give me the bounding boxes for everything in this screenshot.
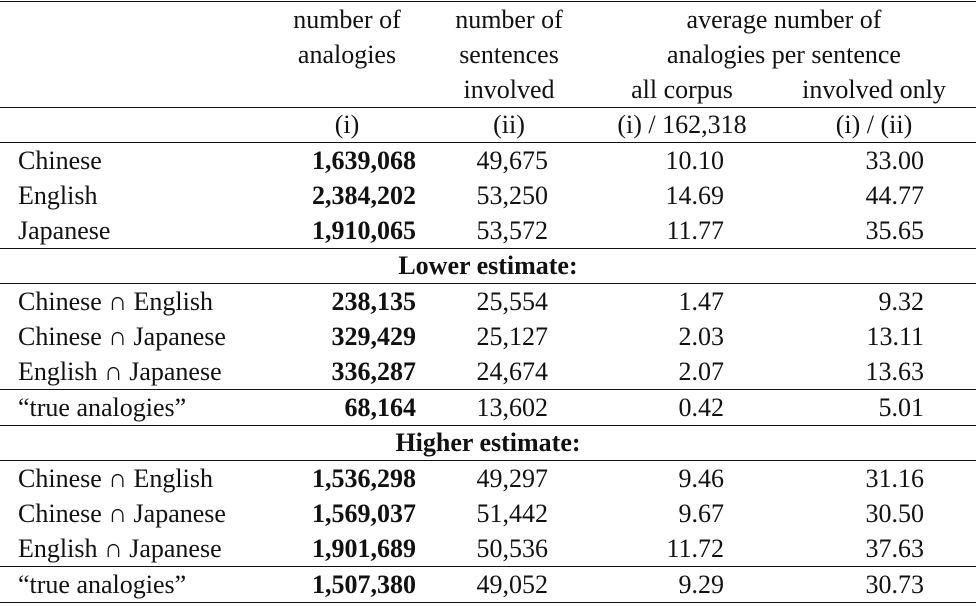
sentences-value: 25,127 xyxy=(476,321,549,351)
sentences-value: 53,250 xyxy=(476,180,549,210)
involved-only-value: 13.63 xyxy=(865,356,925,386)
sentences-value: 25,554 xyxy=(426,283,592,319)
row-label: Chinese ∩ English xyxy=(0,283,278,319)
all-corpus-value: 9.29 xyxy=(592,566,772,603)
section-header-lower: Lower estimate: xyxy=(0,248,976,284)
table-row: Japanese 1,910,065 53,572 11.77 35.65 xyxy=(0,213,976,249)
lower-estimate-title: Lower estimate: xyxy=(0,248,976,284)
analogies-value: 1,507,380 xyxy=(278,566,426,603)
involved-only-value: 31.16 xyxy=(772,460,976,496)
sentences-value: 53,572 xyxy=(476,215,549,245)
header-analogies-line2: analogies xyxy=(297,40,397,69)
section-header-higher: Higher estimate: xyxy=(0,425,976,461)
header-analogies-line1: number of xyxy=(278,1,426,37)
header-involved-only: involved only xyxy=(802,75,946,104)
analogies-value: 2,384,202 xyxy=(312,180,416,210)
header-sentences-line3: involved xyxy=(463,75,555,104)
involved-only-value: 5.01 xyxy=(772,389,976,426)
header-row-2: analogies sentences analogies per senten… xyxy=(0,37,976,72)
involved-only-value: 37.63 xyxy=(865,533,925,563)
header-row-1: number of number of average number of xyxy=(0,1,976,37)
table-row-true-analogies: “true analogies” 68,164 13,602 0.42 5.01 xyxy=(0,389,976,426)
sentences-value: 24,674 xyxy=(476,356,549,386)
row-label: Chinese ∩ English xyxy=(0,460,278,496)
involved-only-value: 30.73 xyxy=(772,566,976,603)
analogies-value: 1,910,065 xyxy=(312,215,416,245)
sentences-value: 50,536 xyxy=(476,533,549,563)
all-corpus-value: 9.46 xyxy=(592,460,772,496)
header-sentences-line2: sentences xyxy=(459,40,559,69)
involved-only-value: 44.77 xyxy=(865,180,925,210)
analogies-value: 1,901,689 xyxy=(312,533,416,563)
table-row: English ∩ Japanese 336,287 24,674 2.07 1… xyxy=(0,354,976,390)
formula-all-corpus: (i) / 162,318 xyxy=(592,107,772,143)
row-label: Chinese xyxy=(0,142,278,178)
all-corpus-value: 10.10 xyxy=(592,142,772,178)
analogies-value: 1,569,037 xyxy=(312,498,416,528)
formula-involved: (i) / (ii) xyxy=(772,107,976,143)
analogies-value: 1,536,298 xyxy=(278,460,426,496)
all-corpus-value: 0.42 xyxy=(592,389,772,426)
sentences-value: 13,602 xyxy=(426,389,592,426)
row-label: “true analogies” xyxy=(0,566,278,603)
all-corpus-value: 9.67 xyxy=(678,498,725,528)
row-label: English xyxy=(18,180,98,210)
analogies-value: 336,287 xyxy=(331,356,417,386)
row-label: English ∩ Japanese xyxy=(18,356,222,386)
header-row-3: involved all corpus involved only xyxy=(0,72,976,108)
all-corpus-value: 11.72 xyxy=(666,533,724,563)
involved-only-value: 9.32 xyxy=(772,283,976,319)
involved-only-value: 33.00 xyxy=(772,142,976,178)
sentences-value: 49,675 xyxy=(426,142,592,178)
header-empty xyxy=(0,1,278,37)
row-label: Japanese xyxy=(18,215,111,245)
all-corpus-value: 2.07 xyxy=(678,356,725,386)
analogies-value: 1,639,068 xyxy=(278,142,426,178)
table-row: English 2,384,202 53,250 14.69 44.77 xyxy=(0,178,976,213)
header-sentences-line1: number of xyxy=(426,1,592,37)
analogies-value: 238,135 xyxy=(278,283,426,319)
all-corpus-value: 14.69 xyxy=(665,180,725,210)
sentences-value: 51,442 xyxy=(476,498,549,528)
formula-row: (i) (ii) (i) / 162,318 (i) / (ii) xyxy=(0,107,976,143)
formula-ii: (ii) xyxy=(426,107,592,143)
header-average-line2: analogies per sentence xyxy=(667,40,901,69)
table-row: Chinese ∩ Japanese 1,569,037 51,442 9.67… xyxy=(0,496,976,531)
table-row: Chinese ∩ English 1,536,298 49,297 9.46 … xyxy=(0,460,976,496)
table-row-true-analogies: “true analogies” 1,507,380 49,052 9.29 3… xyxy=(0,566,976,603)
row-label: Chinese ∩ Japanese xyxy=(18,321,226,351)
all-corpus-value: 11.77 xyxy=(666,215,724,245)
analogies-value: 68,164 xyxy=(278,389,426,426)
higher-estimate-title: Higher estimate: xyxy=(0,425,976,461)
header-average-line1: average number of xyxy=(592,1,976,37)
involved-only-value: 30.50 xyxy=(865,498,925,528)
involved-only-value: 13.11 xyxy=(866,321,924,351)
involved-only-value: 35.65 xyxy=(865,215,925,245)
sentences-value: 49,297 xyxy=(426,460,592,496)
table-row: Chinese 1,639,068 49,675 10.10 33.00 xyxy=(0,142,976,178)
table-row: Chinese ∩ Japanese 329,429 25,127 2.03 1… xyxy=(0,319,976,354)
all-corpus-value: 1.47 xyxy=(592,283,772,319)
table-row: English ∩ Japanese 1,901,689 50,536 11.7… xyxy=(0,531,976,567)
all-corpus-value: 2.03 xyxy=(678,321,725,351)
formula-i: (i) xyxy=(278,107,426,143)
sentences-value: 49,052 xyxy=(426,566,592,603)
row-label: English ∩ Japanese xyxy=(18,533,222,563)
analogies-value: 329,429 xyxy=(331,321,417,351)
row-label: “true analogies” xyxy=(0,389,278,426)
row-label: Chinese ∩ Japanese xyxy=(18,498,226,528)
table-row: Chinese ∩ English 238,135 25,554 1.47 9.… xyxy=(0,283,976,319)
header-all-corpus: all corpus xyxy=(631,75,733,104)
